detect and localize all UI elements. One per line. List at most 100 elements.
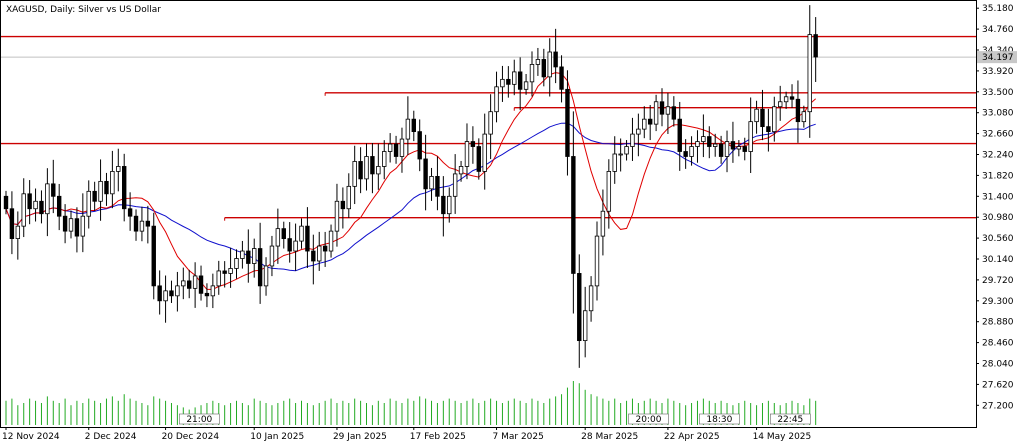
candle-body-down <box>718 143 724 157</box>
candle-body-down <box>62 215 68 232</box>
candle-body-down <box>204 292 210 297</box>
candle-body-up <box>175 285 180 297</box>
candle-body-up <box>116 166 121 172</box>
candle-body-up <box>713 143 718 147</box>
candle-body-up <box>252 248 257 264</box>
candle-body-up <box>275 228 281 247</box>
candle-body-up <box>228 268 233 274</box>
candle-body-up <box>701 136 706 142</box>
candle-body-up <box>68 218 74 232</box>
candle-body-up <box>33 200 38 210</box>
candle-body-down <box>683 151 688 157</box>
candle-body-up <box>630 133 635 147</box>
candle-body-up <box>618 153 623 156</box>
candle-body-down <box>74 218 80 237</box>
y-tick-label: 32.240 <box>982 151 1014 161</box>
candle-body-up <box>529 64 535 83</box>
candle-body-up <box>216 270 221 287</box>
candle-body-down <box>157 285 162 302</box>
candle-body-up <box>447 195 452 215</box>
candle-body-down <box>311 250 316 262</box>
time-marker-label: 18:30 <box>706 415 732 425</box>
candle-body-down <box>370 156 375 175</box>
candle-body-up <box>352 161 357 187</box>
y-tick-label: 30.140 <box>982 255 1014 265</box>
y-tick-label: 31.400 <box>982 192 1014 202</box>
time-marker-label: 22:45 <box>777 415 803 425</box>
y-tick-label: 34.340 <box>982 46 1014 56</box>
candle-body-up <box>263 265 269 287</box>
y-tick-label: 30.980 <box>982 213 1014 223</box>
y-tick-label: 30.560 <box>982 234 1014 244</box>
candle-body-up <box>724 141 730 157</box>
candle-body-down <box>287 238 292 252</box>
y-tick-label: 33.920 <box>982 67 1014 77</box>
candle-body-down <box>198 275 204 294</box>
x-tick-label: 20 Dec 2024 <box>162 432 220 442</box>
candle-body-down <box>187 280 192 289</box>
candle-body-up <box>594 235 600 287</box>
time-marker-label: 21:00 <box>186 415 212 425</box>
candle-body-up <box>15 225 21 239</box>
candle-body-up <box>512 71 517 85</box>
y-tick-label: 28.460 <box>982 339 1014 349</box>
x-tick-label: 14 May 2025 <box>753 432 812 442</box>
y-tick-label: 28.880 <box>982 318 1014 328</box>
candle-body-down <box>340 200 346 210</box>
candle-body-up <box>80 215 86 237</box>
y-tick-label: 34.760 <box>982 25 1014 35</box>
candle-body-up <box>210 285 216 297</box>
candle-body-down <box>647 118 653 125</box>
candle-body-down <box>3 195 9 210</box>
candle-body-up <box>665 106 671 115</box>
x-tick-label: 10 Jan 2025 <box>250 432 304 442</box>
candle-body-down <box>813 34 818 58</box>
y-tick-label: 29.720 <box>982 276 1014 286</box>
candle-body-up <box>399 138 405 157</box>
candle-body-down <box>423 158 428 190</box>
candle-body-down <box>133 215 139 232</box>
candle-body-up <box>452 173 458 197</box>
candle-body-down <box>393 143 399 157</box>
candle-body-down <box>127 208 133 217</box>
candle-body-up <box>606 171 612 212</box>
candle-body-up <box>547 51 552 78</box>
candle-body-up <box>612 153 617 172</box>
time-marker-box <box>769 413 811 425</box>
candle-body-down <box>742 146 747 152</box>
current-price-label: 34.197 <box>982 53 1014 63</box>
candle-body-down <box>795 98 801 123</box>
candle-body-up <box>464 141 470 167</box>
candle-body-down <box>766 126 771 133</box>
candle-body-up <box>98 180 103 202</box>
candle-body-down <box>506 78 511 85</box>
candle-body-down <box>27 193 32 210</box>
x-tick-label: 28 Mar 2025 <box>581 432 638 442</box>
candle-body-up <box>45 183 50 215</box>
candle-body-down <box>222 270 227 274</box>
y-tick-label: 35.180 <box>982 4 1014 14</box>
candle-body-down <box>145 220 151 227</box>
candle-body-up <box>192 275 198 289</box>
x-tick-label: 17 Feb 2025 <box>410 432 466 442</box>
candle-body-up <box>334 200 340 232</box>
candle-body-up <box>405 118 411 140</box>
candle-body-up <box>801 111 807 123</box>
candle-body-down <box>9 208 15 239</box>
candle-body-down <box>441 195 446 215</box>
candle-body-up <box>600 210 606 237</box>
candle-body-up <box>642 118 647 130</box>
time-marker-label: 20:00 <box>635 415 661 425</box>
candle-body-up <box>535 59 541 65</box>
time-marker-box <box>699 413 740 425</box>
candle-body-up <box>139 220 145 232</box>
chart-title: XAGUSD, Daily: Silver vs US Dollar <box>6 5 161 15</box>
y-tick-label: 32.660 <box>982 130 1014 140</box>
candle-body-up <box>364 156 369 180</box>
x-tick-label: 7 Mar 2025 <box>493 432 544 442</box>
y-tick-label: 27.200 <box>982 401 1014 411</box>
candle-body-up <box>624 146 629 155</box>
candle-body-up <box>653 101 659 125</box>
candle-body-up <box>695 141 700 147</box>
